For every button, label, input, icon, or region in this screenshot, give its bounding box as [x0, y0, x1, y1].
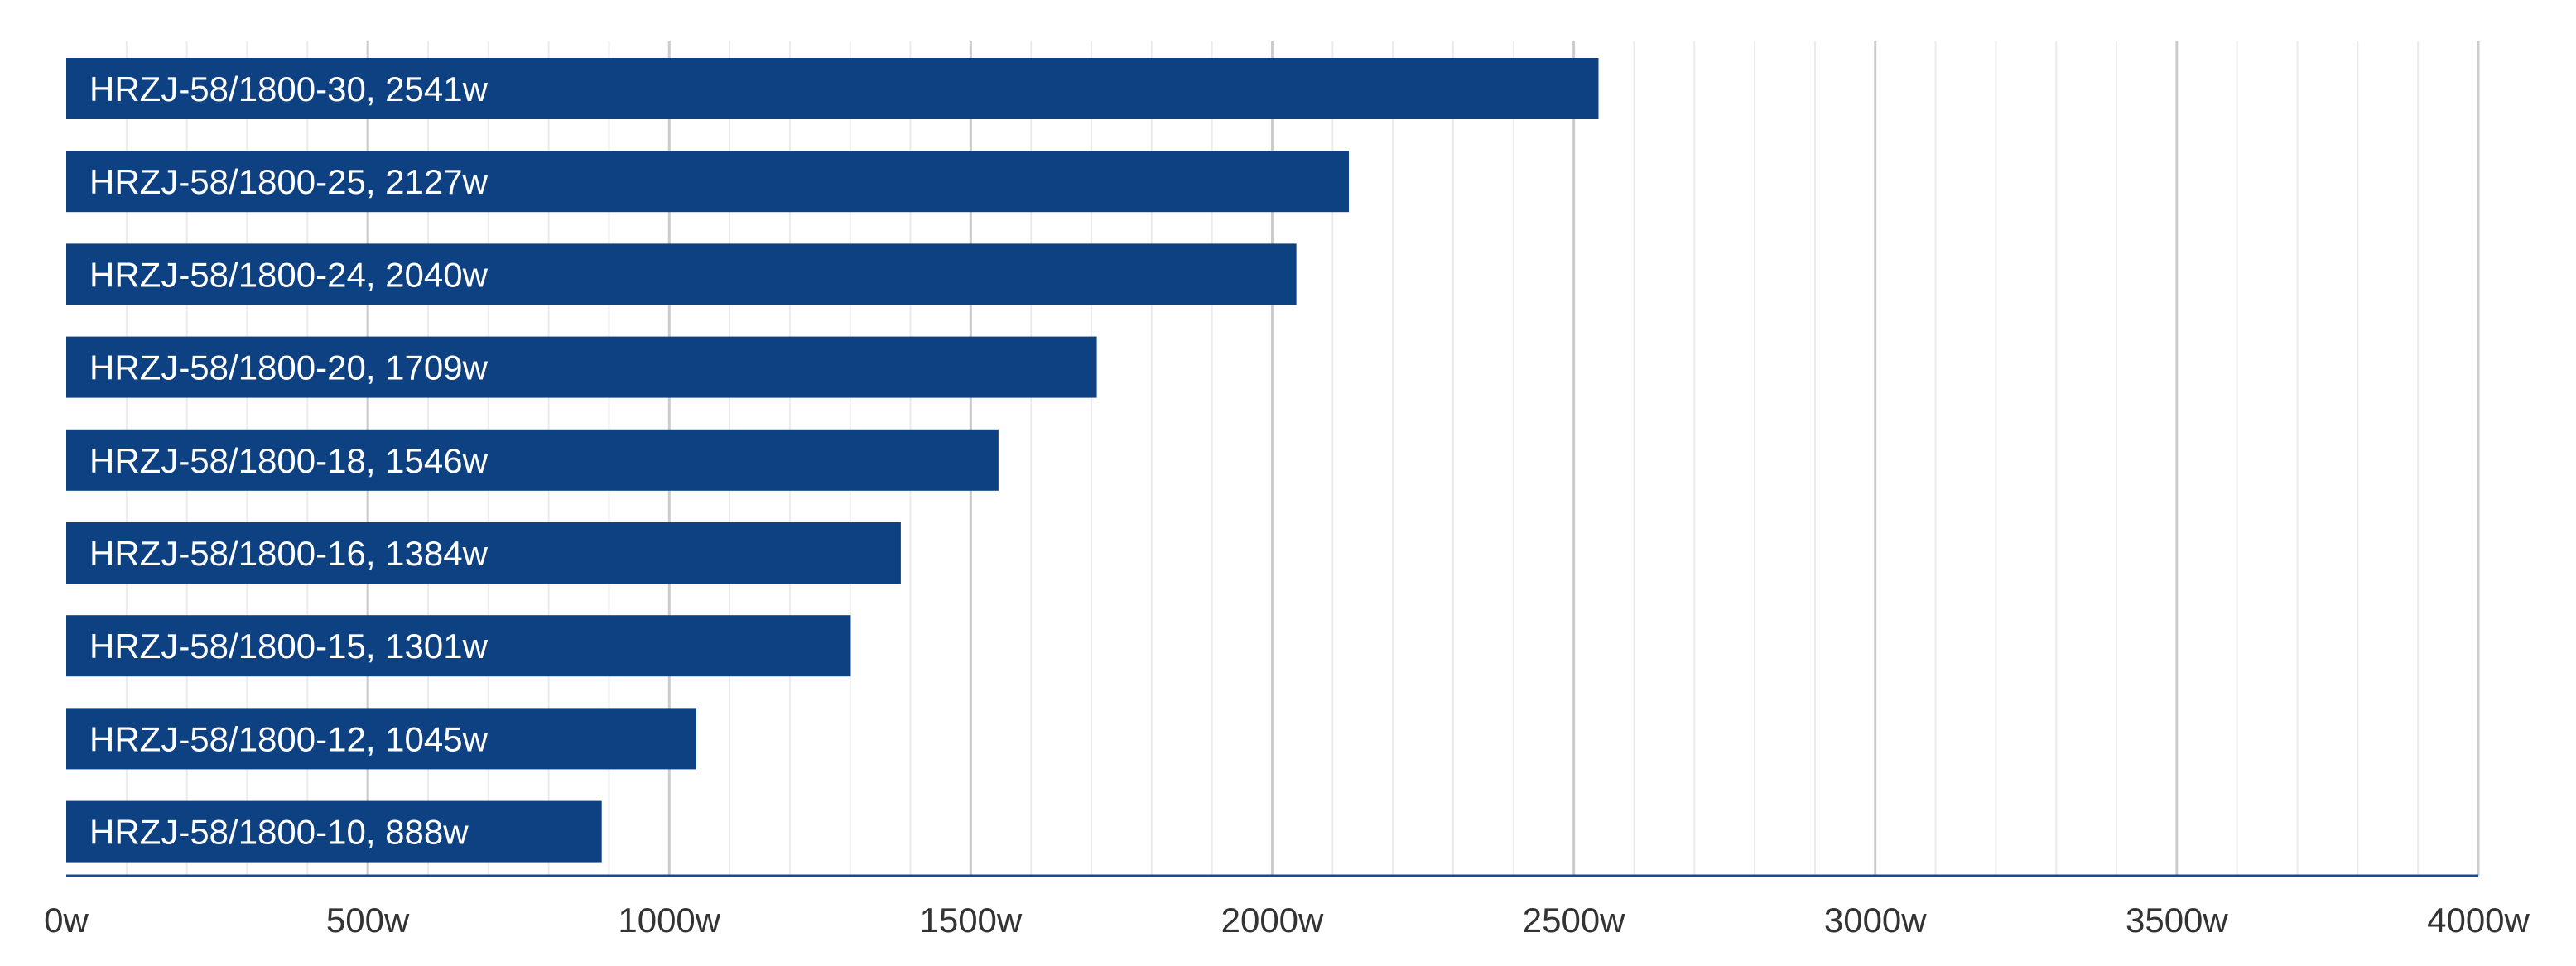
x-axis: 0w 500w 1000w 1500w 2000w 2500w 3000w 3500w 4000…	[44, 874, 2530, 940]
x-tick-label: 2500w	[1523, 901, 1625, 940]
x-tick-label: 1500w	[919, 901, 1022, 940]
bar	[66, 151, 1349, 213]
bar-value-label: HRZJ-58/1800-18, 1546w	[89, 441, 489, 480]
bar	[66, 58, 1599, 119]
bar-value-label: HRZJ-58/1800-10, 888w	[89, 813, 469, 852]
bar	[66, 615, 851, 677]
bar-value-label: HRZJ-58/1800-30, 2541w	[89, 70, 489, 108]
x-tick-label: 500w	[326, 901, 410, 940]
x-tick-label: 3000w	[1824, 901, 1927, 940]
bar	[66, 243, 1297, 305]
bar	[66, 429, 999, 491]
bar	[66, 800, 602, 863]
x-tick-label: 4000w	[2427, 901, 2530, 940]
bar-value-label: HRZJ-58/1800-12, 1045w	[89, 719, 489, 758]
bar	[66, 522, 901, 584]
x-tick-label: 0w	[44, 901, 89, 940]
bar-value-label: HRZJ-58/1800-15, 1301w	[89, 627, 489, 666]
bar	[66, 336, 1097, 398]
bar	[66, 708, 697, 770]
bar-value-label: HRZJ-58/1800-24, 2040w	[89, 255, 489, 294]
bar-value-label: HRZJ-58/1800-20, 1709w	[89, 348, 489, 387]
bar-value-label: HRZJ-58/1800-25, 2127w	[89, 162, 489, 201]
x-tick-label: 2000w	[1221, 901, 1324, 940]
x-tick-label: 1000w	[618, 901, 720, 940]
bars: HRZJ-58/1800-30, 2541w HRZJ-58/1800-25, 2…	[66, 58, 1599, 863]
x-tick-label: 3500w	[2126, 901, 2228, 940]
bar-value-label: HRZJ-58/1800-16, 1384w	[89, 534, 489, 573]
